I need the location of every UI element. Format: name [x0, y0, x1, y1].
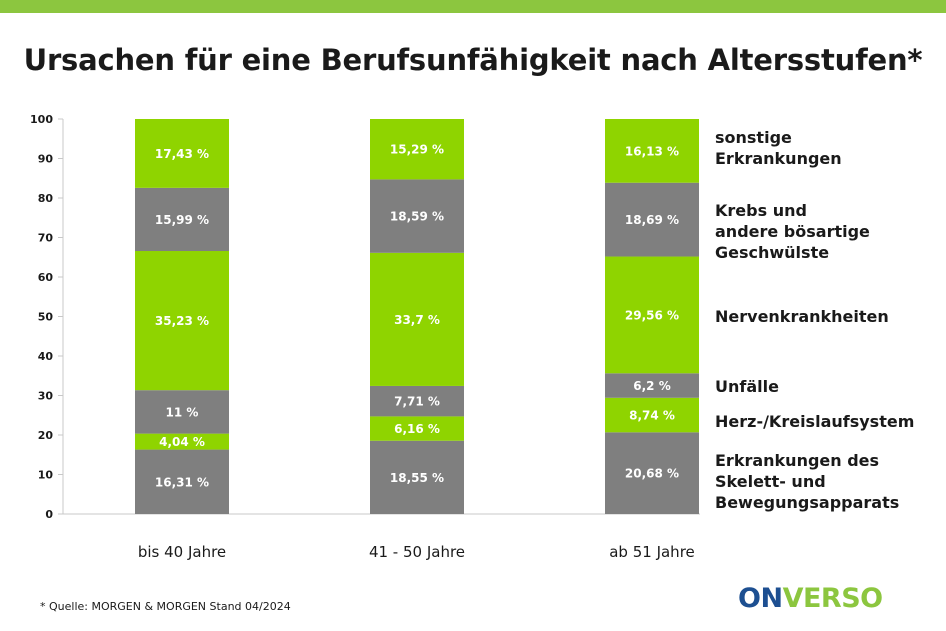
data-label: 33,7 %	[394, 313, 440, 327]
bar-segment	[605, 182, 699, 257]
y-tick-label: 40	[38, 350, 54, 363]
bar-segment	[370, 385, 464, 417]
y-tick-label: 30	[38, 390, 54, 403]
legend-item: Erkrankungen des Skelett- und Bewegungsa…	[715, 451, 900, 512]
data-label: 4,04 %	[159, 435, 205, 449]
data-label: 18,55 %	[390, 471, 444, 485]
data-label: 15,29 %	[390, 143, 444, 157]
bar-segment	[605, 432, 699, 514]
y-tick-label: 10	[38, 469, 54, 482]
y-tick-label: 90	[38, 153, 54, 166]
data-label: 6,2 %	[633, 379, 670, 393]
bar-segment	[135, 187, 229, 252]
data-label: 18,69 %	[625, 213, 679, 227]
bar-segment	[605, 373, 699, 398]
data-label: 6,16 %	[394, 422, 440, 436]
bar-segment	[605, 256, 699, 374]
category-label: ab 51 Jahre	[609, 543, 695, 561]
bar-segment	[370, 440, 464, 514]
y-tick-label: 70	[38, 232, 54, 245]
logo-part-on: ON	[738, 583, 783, 614]
category-label: bis 40 Jahre	[138, 543, 226, 561]
data-label: 11 %	[166, 405, 199, 419]
bar-segment	[135, 433, 229, 450]
bar-segment	[370, 179, 464, 253]
bar-segment	[135, 390, 229, 434]
category-label: 41 - 50 Jahre	[369, 543, 465, 561]
logo-part-verso: VERSO	[782, 583, 884, 614]
bar-segment	[605, 119, 699, 183]
data-label: 8,74 %	[629, 409, 675, 423]
legend-item: Unfälle	[715, 377, 779, 396]
data-label: 17,43 %	[155, 147, 209, 161]
data-label: 35,23 %	[155, 314, 209, 328]
y-tick-label: 60	[38, 271, 54, 284]
chart-title: Ursachen für eine Berufsunfähigkeit nach…	[23, 43, 923, 77]
top-accent-bar	[0, 0, 946, 13]
data-label: 7,71 %	[394, 395, 440, 409]
y-tick-label: 80	[38, 192, 54, 205]
legend-item: Herz-/Kreislaufsystem	[715, 412, 915, 431]
bar-segment	[370, 252, 464, 386]
onverso-logo: ONVERSO	[738, 583, 883, 614]
legend-item: Krebs und andere bösartige Geschwülste	[715, 201, 870, 262]
data-label: 29,56 %	[625, 308, 679, 322]
bar-segment	[370, 416, 464, 441]
bar-segment	[135, 119, 229, 188]
bar-segment	[135, 449, 229, 514]
y-tick-label: 50	[38, 311, 54, 324]
y-tick-label: 100	[30, 113, 53, 126]
data-label: 20,68 %	[625, 467, 679, 481]
legend-item: sonstige Erkrankungen	[715, 128, 842, 168]
bar-segment	[135, 251, 229, 391]
source-note: * Quelle: MORGEN & MORGEN Stand 04/2024	[40, 600, 291, 613]
bar-segment	[605, 397, 699, 433]
y-tick-label: 20	[38, 429, 54, 442]
data-label: 16,31 %	[155, 475, 209, 489]
bar-segment	[370, 119, 464, 180]
data-label: 18,59 %	[390, 210, 444, 224]
legend-item: Nervenkrankheiten	[715, 307, 889, 326]
data-label: 15,99 %	[155, 213, 209, 227]
y-tick-label: 0	[45, 508, 53, 521]
data-label: 16,13 %	[625, 144, 679, 158]
